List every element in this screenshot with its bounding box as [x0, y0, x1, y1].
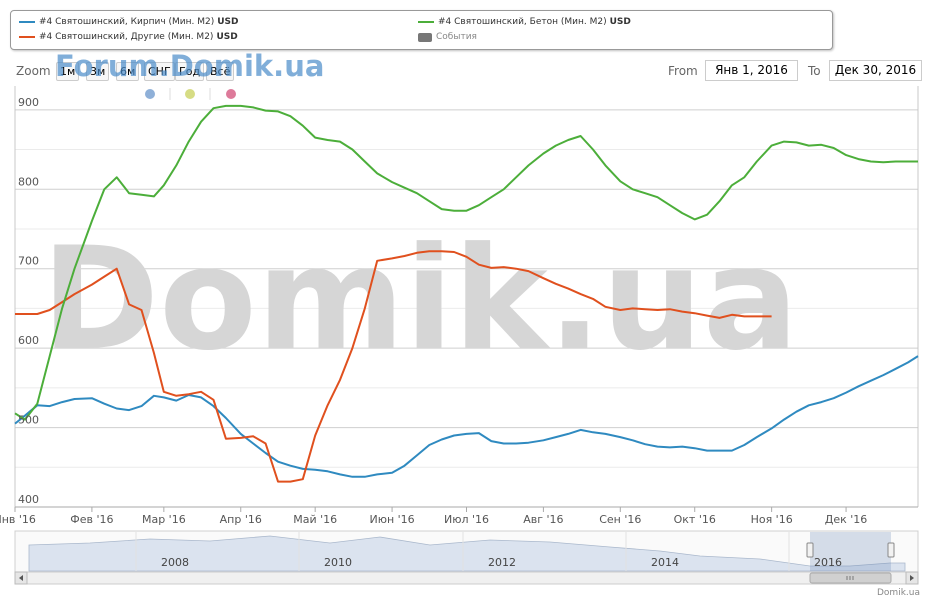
scroll-left-arrow-icon	[19, 575, 23, 581]
x-tick-label: Мар '16	[142, 513, 186, 526]
zoom-button-3m[interactable]: 3м	[86, 62, 110, 81]
navigator-year-label: 2010	[324, 556, 352, 569]
x-tick-label: Фев '16	[70, 513, 113, 526]
legend-item-events[interactable]: События	[418, 31, 477, 43]
legend-label-events: События	[436, 32, 477, 42]
x-tick-label: Янв '16	[0, 513, 36, 526]
x-tick-label: Сен '16	[599, 513, 641, 526]
navigator-left-handle[interactable]	[806, 542, 814, 558]
y-tick-label: 600	[18, 334, 39, 347]
x-axis: Янв '16 Фев '16 Мар '16 Апр '16 Май '16 Июн '…	[0, 506, 918, 526]
zoom-button-year[interactable]: Год	[175, 62, 205, 81]
scrollbar[interactable]	[14, 571, 919, 585]
zoom-button-1m[interactable]: 1м	[56, 62, 80, 81]
navigator-year-label: 2014	[651, 556, 679, 569]
x-tick-label: Май '16	[293, 513, 337, 526]
series-line-2	[14, 104, 918, 421]
legend-item-kirpich[interactable]: #4 Святошинский, Кирпич (Мин. М2) USD	[19, 16, 239, 28]
navigator-year-label: 2012	[488, 556, 516, 569]
grid	[14, 86, 919, 507]
legend-unit-kirpich: USD	[217, 17, 239, 27]
range-from-label: From	[668, 64, 698, 78]
legend-item-beton[interactable]: #4 Святошинский, Бетон (Мин. М2) USD	[418, 16, 631, 28]
navigator: 2008 2010 2012 2014 2016	[14, 530, 919, 585]
range-to-label: To	[808, 64, 821, 78]
legend-label-kirpich: #4 Святошинский, Кирпич (Мин. М2)	[39, 17, 215, 27]
y-axis: 400 500 600 700 800 900	[18, 96, 39, 506]
legend-swatch-events	[418, 32, 432, 42]
credits-link[interactable]: Domik.ua	[877, 588, 920, 598]
x-tick-label: Июн '16	[369, 513, 414, 526]
event-markers	[145, 88, 236, 100]
event-dot	[145, 89, 155, 99]
legend-item-drugie[interactable]: #4 Святошинский, Другие (Мин. М2) USD	[19, 31, 238, 43]
legend-line-beton	[418, 21, 434, 23]
navigator-year-label: 2016	[814, 556, 842, 569]
y-tick-label: 900	[18, 96, 39, 109]
navigator-selection[interactable]	[810, 532, 891, 571]
series-line-1	[15, 250, 772, 483]
legend-label-drugie: #4 Святошинский, Другие (Мин. М2)	[39, 32, 214, 42]
zoom-button-ytd[interactable]: СНГ	[144, 62, 175, 81]
series-group	[14, 104, 919, 483]
scroll-right-arrow-icon	[910, 575, 914, 581]
legend-label-beton: #4 Святошинский, Бетон (Мин. М2)	[438, 17, 607, 27]
x-tick-label: Июл '16	[444, 513, 489, 526]
x-tick-label: Авг '16	[523, 513, 563, 526]
y-tick-label: 500	[18, 414, 39, 427]
y-tick-label: 800	[18, 175, 39, 188]
event-dot	[226, 89, 236, 99]
navigator-area	[28, 535, 906, 572]
domik-watermark: Domik.ua	[41, 217, 798, 382]
zoom-button-6m[interactable]: 6м	[116, 62, 140, 81]
y-tick-label: 400	[18, 493, 39, 506]
legend-line-drugie	[19, 36, 35, 38]
navigator-year-label: 2008	[161, 556, 189, 569]
legend: #4 Святошинский, Кирпич (Мин. М2) USD #4…	[10, 10, 833, 50]
series-line-0	[14, 355, 919, 478]
range-from-input[interactable]: Янв 1, 2016	[705, 60, 798, 81]
y-tick-label: 700	[18, 255, 39, 268]
navigator-ticks: 2008 2010 2012 2014 2016	[135, 532, 842, 571]
x-tick-label: Окт '16	[674, 513, 716, 526]
zoom-label: Zoom	[16, 64, 51, 78]
legend-unit-beton: USD	[609, 17, 631, 27]
x-tick-label: Апр '16	[220, 513, 262, 526]
range-to-input[interactable]: Дек 30, 2016	[829, 60, 922, 81]
x-tick-label: Ноя '16	[751, 513, 793, 526]
navigator-right-handle[interactable]	[887, 542, 895, 558]
legend-line-kirpich	[19, 21, 35, 23]
legend-unit-drugie: USD	[216, 32, 238, 42]
zoom-button-all[interactable]: Всё	[206, 62, 235, 81]
x-tick-label: Дек '16	[825, 513, 868, 526]
event-dot	[185, 89, 195, 99]
scroll-thumb-grip-icon	[846, 576, 854, 580]
